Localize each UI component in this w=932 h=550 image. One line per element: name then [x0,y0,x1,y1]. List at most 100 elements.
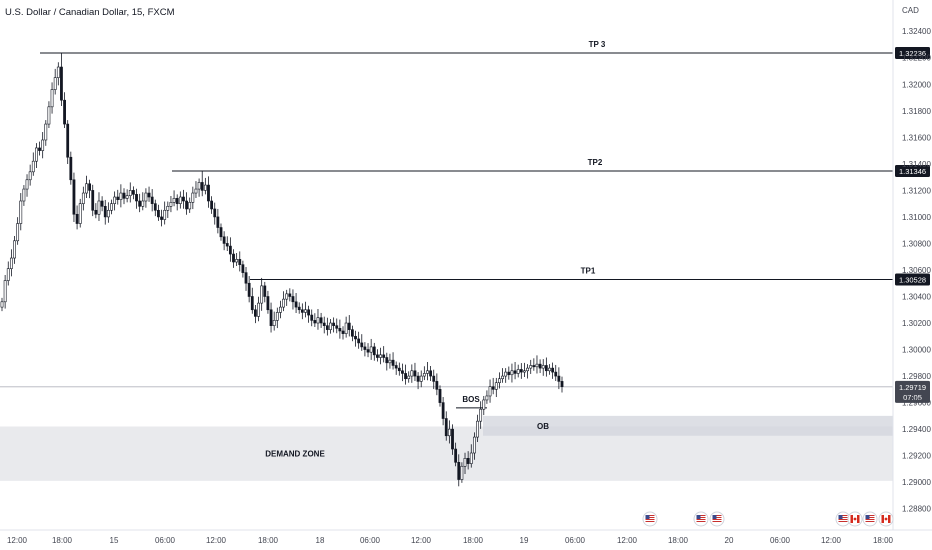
ca-flag-event-icon[interactable] [878,511,894,527]
candle[interactable] [257,296,260,322]
us-flag-event-icon[interactable] [862,511,878,527]
candle[interactable] [238,251,242,272]
candle[interactable] [338,319,342,339]
candle[interactable] [360,334,364,351]
candle[interactable] [147,186,151,202]
candle[interactable] [548,364,551,375]
candle[interactable] [60,52,63,107]
candle[interactable] [254,304,257,324]
candle[interactable] [260,277,264,311]
candle[interactable] [488,379,492,403]
candle[interactable] [244,267,248,291]
candle[interactable] [526,364,529,379]
candle[interactable] [394,361,398,375]
candle[interactable] [35,143,38,168]
candle[interactable] [541,359,545,376]
candle[interactable] [69,151,73,185]
candle[interactable] [241,260,245,278]
candle[interactable] [313,313,317,328]
candle[interactable] [557,367,561,390]
candle[interactable] [50,82,54,114]
candle[interactable] [532,358,536,371]
candle[interactable] [0,297,4,312]
candle[interactable] [379,347,382,365]
candle[interactable] [441,397,445,426]
candle[interactable] [426,362,429,381]
candle[interactable] [519,363,523,379]
candle[interactable] [501,368,504,383]
candle[interactable] [44,120,48,146]
candle[interactable] [131,186,135,200]
candle[interactable] [282,291,285,312]
candle[interactable] [310,309,314,327]
candle[interactable] [22,185,26,206]
candle[interactable] [72,172,76,222]
candle[interactable] [56,62,60,86]
candle[interactable] [119,184,123,208]
candle[interactable] [100,196,104,212]
candle[interactable] [197,178,201,197]
candle[interactable] [75,205,79,230]
candle[interactable] [479,401,483,429]
candle[interactable] [435,373,439,396]
candle[interactable] [53,68,57,95]
candle[interactable] [316,308,320,330]
candle[interactable] [182,189,185,209]
candle[interactable] [175,194,179,211]
candle[interactable] [498,372,501,389]
us-flag-event-icon[interactable] [709,511,725,527]
candle[interactable] [307,305,310,323]
candle[interactable] [429,365,433,381]
candle[interactable] [322,316,326,334]
candle[interactable] [300,303,304,320]
candle[interactable] [444,411,448,441]
candle[interactable] [388,353,392,369]
candle[interactable] [304,301,307,318]
candle[interactable] [438,385,442,407]
candle[interactable] [457,454,461,487]
candle[interactable] [150,189,154,212]
candle[interactable] [376,349,379,362]
candle[interactable] [232,249,235,268]
candle[interactable] [63,92,66,129]
candle[interactable] [341,326,345,340]
candle[interactable] [13,236,16,264]
candle[interactable] [91,184,95,217]
candle[interactable] [250,287,254,314]
candle[interactable] [476,414,479,442]
candle[interactable] [288,288,292,302]
candle[interactable] [207,176,210,208]
candle[interactable] [291,289,295,310]
candle[interactable] [88,179,91,199]
candle[interactable] [31,152,35,176]
candle[interactable] [463,452,467,474]
candle[interactable] [401,363,404,382]
candle[interactable] [285,289,289,306]
candle[interactable] [363,342,367,357]
ca-flag-event-icon[interactable] [847,511,863,527]
candle[interactable] [354,330,357,347]
candle[interactable] [9,249,13,277]
candle[interactable] [473,432,476,460]
candle[interactable] [529,359,533,374]
candle[interactable] [97,192,101,222]
candle[interactable] [535,355,539,374]
candle[interactable] [41,132,45,159]
candle[interactable] [335,318,339,334]
candle[interactable] [350,325,354,342]
candle[interactable] [38,141,41,156]
candle[interactable] [513,362,517,380]
candle[interactable] [216,208,220,234]
candle[interactable] [153,199,157,217]
candle[interactable] [144,188,148,208]
candle[interactable] [507,366,511,380]
candle[interactable] [169,195,173,213]
candle[interactable] [263,281,267,303]
candle[interactable] [166,201,170,218]
candle[interactable] [85,175,88,198]
candle[interactable] [279,300,282,319]
candle[interactable] [410,364,414,383]
candle[interactable] [25,174,29,197]
candle[interactable] [106,202,110,223]
candle[interactable] [382,346,386,363]
